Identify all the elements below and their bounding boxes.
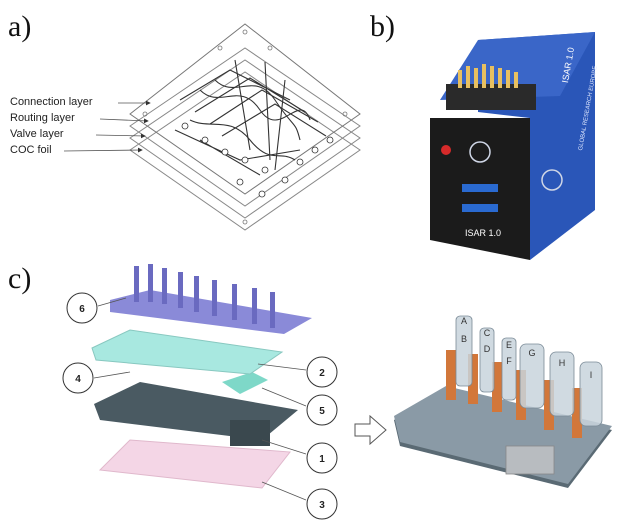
display-lower [462,204,498,212]
instrument-top-panel [440,32,595,100]
layer-label-routing: Routing layer [10,112,75,124]
cyl-letter-b: B [461,334,467,344]
cyl-letter-f: F [506,356,512,366]
valve-circles [181,122,334,198]
cyl-letter-i: I [590,370,593,380]
callout-4: 4 [75,374,81,385]
callout-6: 6 [79,304,85,315]
assembled-chip: A B C D E F G H I [394,315,612,488]
callout-5: 5 [319,406,325,417]
cyl-letter-h: H [559,358,566,368]
chip-layer-stack [129,23,361,231]
callout-1: 1 [319,454,325,465]
panel-label-c: c) [8,262,32,295]
part-1-block [230,420,270,446]
layer-pointer-lines [63,100,151,153]
cyl-letter-e: E [506,340,512,350]
pipette-block [446,84,536,110]
cyl-letter-c: C [484,328,491,338]
callout-3: 3 [319,500,325,511]
channel-network [174,59,327,176]
assembled-block [505,445,555,475]
ge-logo-front [469,141,491,163]
cyl-letter-d: D [484,344,491,354]
exploded-chip-parts [91,264,312,489]
isar-instrument [430,32,595,260]
panel-label-b: b) [370,10,395,43]
part-2-routing-plate [91,329,284,375]
ge-logo-side [541,169,563,191]
layer-label-coc-foil: COC foil [10,144,52,156]
cylinder-letters: A B C D E F G H I [461,316,592,380]
layer-label-valve: Valve layer [10,128,64,140]
coc-foil-layer [129,71,361,231]
reservoir-cylinders [455,315,603,427]
pipette-tips [458,64,518,88]
panel-label-a: a) [8,10,32,43]
callout-numbers: 6 2 4 5 1 3 [75,304,325,511]
power-button [441,145,451,155]
cyl-letter-g: G [528,348,535,358]
mounting-holes [142,29,348,225]
callout-leaders [93,297,307,501]
assembled-base-top [394,386,612,484]
part-6-posts [134,264,275,328]
valve-layer [129,59,361,219]
part-6-connector [110,290,312,334]
assembly-arrow [354,414,387,446]
display-upper [462,184,498,192]
callout-2: 2 [319,368,325,379]
cyl-letter-a: A [461,316,467,326]
part-5-valve-piece [222,372,268,394]
routing-layer [129,47,361,207]
callout-circles [62,292,338,520]
part-3-foil [98,439,291,489]
instrument-front-label: ISAR 1.0 [465,228,502,238]
layer-label-connection: Connection layer [10,96,93,108]
connection-layer [129,23,361,195]
